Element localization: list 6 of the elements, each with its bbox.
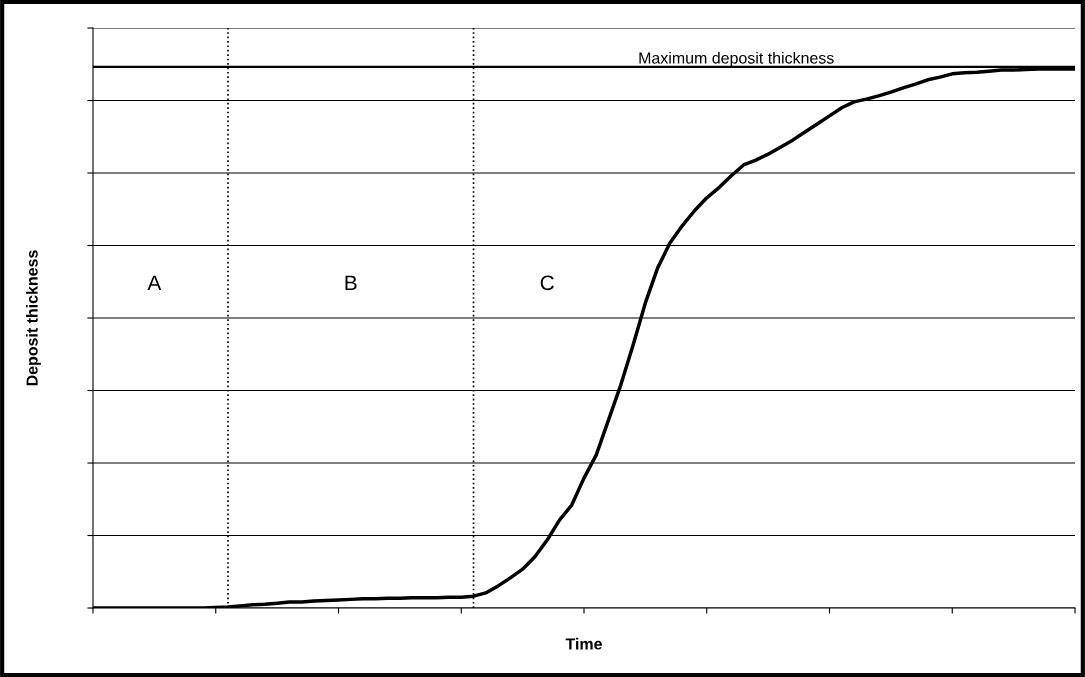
annotation: C <box>540 275 554 291</box>
x-axis-title: Time <box>565 637 602 650</box>
annotation: A <box>147 275 162 290</box>
annotation: B <box>345 275 357 290</box>
y-axis-title: Deposit thickness <box>26 250 41 386</box>
ref-line-label: Maximum deposit thickness <box>639 51 834 67</box>
